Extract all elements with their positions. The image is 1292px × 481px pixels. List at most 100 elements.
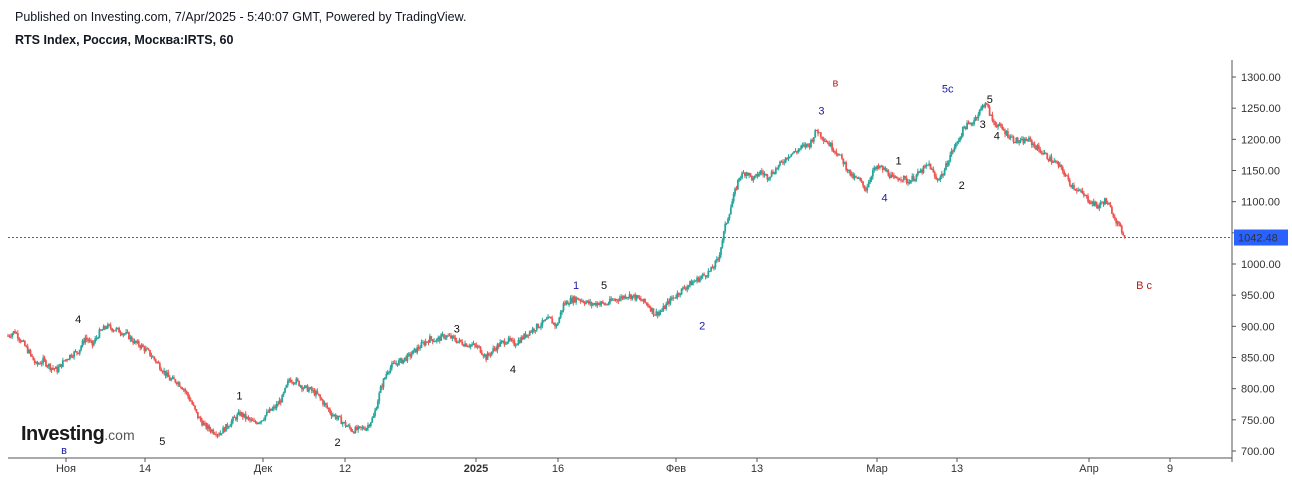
- y-tick-label: 1300.00: [1241, 72, 1281, 84]
- candle-body: [760, 170, 763, 173]
- candle-body: [1054, 160, 1057, 162]
- candle-body: [163, 370, 165, 373]
- wave-label: 5: [159, 436, 165, 448]
- candle-body: [1115, 218, 1118, 224]
- candle-body: [727, 218, 729, 224]
- candle-body: [603, 302, 606, 305]
- candle-body: [90, 340, 92, 342]
- wave-label: 1: [573, 280, 579, 292]
- price-axis: 1300.001250.001200.001150.001100.001050.…: [1232, 72, 1281, 458]
- candle-body: [971, 123, 974, 125]
- candle-body: [895, 176, 898, 179]
- candle-body: [766, 174, 769, 180]
- y-tick-label: 1200.00: [1241, 134, 1281, 146]
- candle-body: [780, 161, 783, 163]
- candle-body: [405, 357, 407, 361]
- candle-body: [621, 296, 624, 299]
- x-tick-label: 2025: [464, 463, 488, 475]
- candle-body: [1019, 140, 1022, 143]
- candle-body: [866, 187, 869, 191]
- candle-body: [912, 176, 915, 181]
- candle-body: [911, 176, 914, 181]
- candle-body: [284, 387, 286, 393]
- candle-body: [950, 150, 953, 155]
- candle-body: [182, 389, 185, 391]
- candle-body: [281, 395, 284, 403]
- candle-body: [364, 428, 367, 431]
- candle-body: [655, 311, 658, 316]
- candle-body: [533, 328, 535, 331]
- candle-body: [67, 359, 70, 361]
- x-tick-label: Дек: [254, 463, 273, 475]
- candle-body: [118, 327, 120, 333]
- candle-body: [59, 364, 61, 368]
- candle-body: [333, 414, 336, 416]
- candle-body: [773, 173, 776, 175]
- candle-body: [504, 343, 507, 345]
- candle-body: [203, 422, 206, 424]
- x-tick-label: Апр: [1079, 463, 1098, 475]
- candle-body: [836, 153, 839, 156]
- candle-body: [1050, 156, 1053, 163]
- candle-body: [697, 277, 700, 282]
- candle-body: [1109, 204, 1112, 208]
- candle-body: [1063, 171, 1066, 176]
- candle-body: [239, 411, 241, 416]
- candle-body: [8, 335, 11, 337]
- candle-body: [469, 344, 472, 347]
- candle-body: [864, 189, 867, 191]
- candle-body: [632, 294, 635, 296]
- candle-body: [513, 340, 516, 346]
- candle-body: [84, 337, 87, 343]
- candle-body: [880, 166, 883, 168]
- candle-body: [829, 143, 832, 147]
- candle-body: [960, 135, 963, 138]
- candle-body: [445, 335, 448, 338]
- candle-body: [279, 400, 282, 403]
- candle-body: [1011, 136, 1013, 138]
- candle-body: [158, 363, 161, 370]
- candle-body: [724, 223, 727, 232]
- candle-body: [1102, 202, 1105, 205]
- candle-body: [673, 297, 676, 299]
- candle-body: [420, 342, 423, 348]
- candle-body: [45, 360, 47, 367]
- candle-body: [862, 181, 864, 186]
- candle-body: [506, 341, 509, 344]
- candle-body: [959, 137, 961, 141]
- candle-body: [932, 168, 935, 173]
- candle-body: [133, 340, 136, 344]
- candle-body: [777, 164, 780, 169]
- candle-body: [360, 426, 362, 428]
- candle-body: [268, 408, 271, 413]
- y-tick-label: 800.00: [1241, 384, 1275, 396]
- candle-body: [388, 371, 391, 373]
- candle-body: [821, 137, 824, 139]
- candle-body: [56, 366, 59, 373]
- candle-body: [552, 322, 555, 324]
- candle-body: [613, 299, 616, 301]
- candle-body: [232, 417, 234, 421]
- candle-body: [1032, 143, 1035, 146]
- investing-logo: Investing.com: [21, 423, 135, 445]
- candle-body: [886, 170, 888, 172]
- candle-body: [720, 247, 722, 255]
- candle-body: [128, 332, 130, 340]
- candle-body: [793, 151, 796, 154]
- candle-body: [1108, 202, 1111, 205]
- candle-body: [590, 301, 593, 306]
- candle-body: [810, 139, 812, 148]
- candle-body: [1088, 201, 1091, 203]
- y-tick-label: 1000.00: [1241, 259, 1281, 271]
- candle-body: [246, 416, 248, 419]
- y-tick-label: 1150.00: [1241, 166, 1280, 178]
- candle-body: [1101, 202, 1103, 204]
- candle-body: [400, 358, 403, 364]
- candle-body: [167, 372, 170, 378]
- candle-body: [902, 175, 905, 180]
- candle-body: [274, 406, 277, 409]
- candle-body: [471, 344, 473, 346]
- candle-body: [285, 384, 288, 388]
- candle-body: [375, 408, 378, 411]
